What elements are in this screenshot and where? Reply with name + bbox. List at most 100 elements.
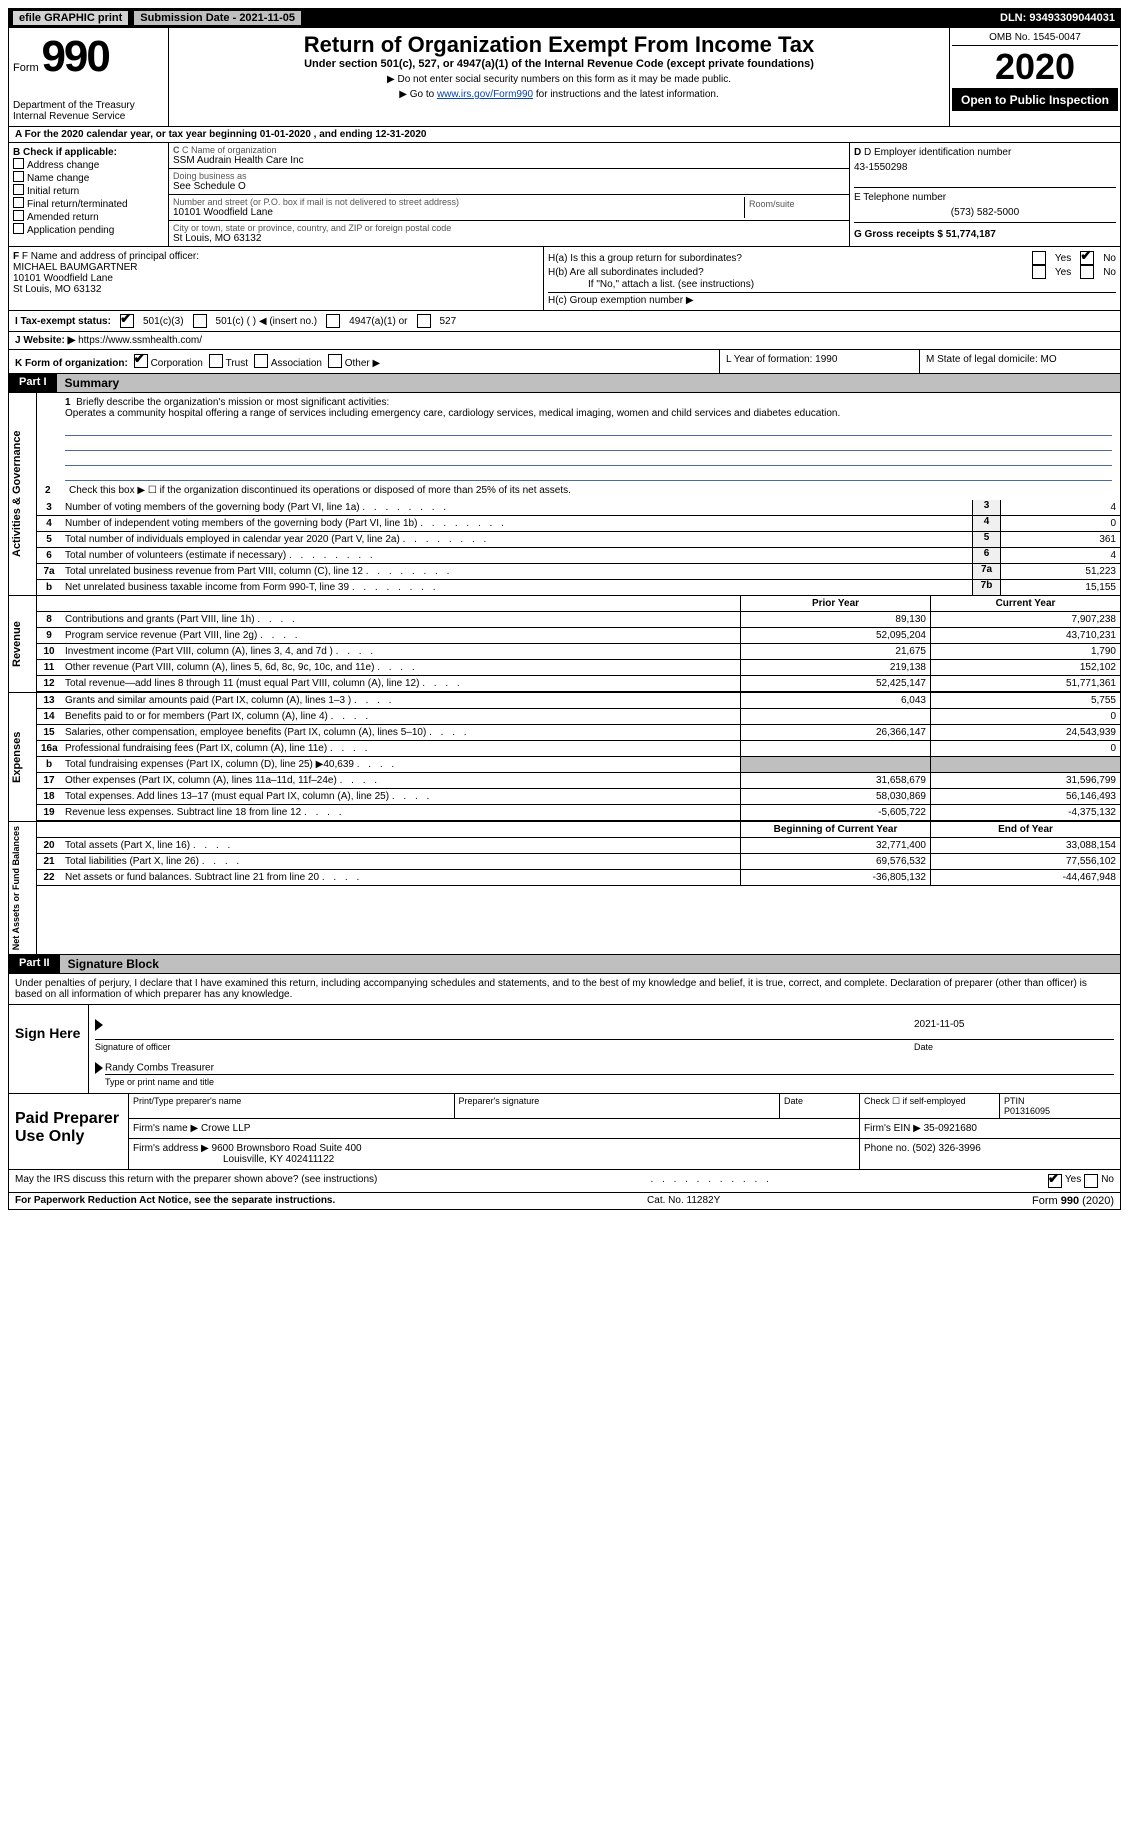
tax-year: 2020 (952, 46, 1118, 89)
dln-label: DLN: 93493309044031 (1000, 12, 1121, 24)
dba-label: Doing business as (173, 171, 845, 181)
tel-value: (573) 582-5000 (854, 207, 1116, 218)
irs-yes[interactable] (1048, 1174, 1062, 1188)
sig-officer-label: Signature of officer (95, 1039, 914, 1052)
rev-line-11: 11Other revenue (Part VIII, column (A), … (37, 660, 1120, 676)
vlabel-netassets: Net Assets or Fund Balances (9, 822, 37, 954)
chk-name-change[interactable] (13, 171, 24, 182)
vlabel-revenue: Revenue (9, 596, 37, 692)
section-netassets: Net Assets or Fund Balances Beginning of… (8, 822, 1121, 955)
chk-trust[interactable] (209, 354, 223, 368)
officer-addr2: St Louis, MO 63132 (13, 284, 539, 295)
dept-irs: Internal Revenue Service (13, 111, 164, 122)
year-formation: L Year of formation: 1990 (720, 350, 920, 373)
website-value: https://www.ssmhealth.com/ (78, 335, 202, 346)
efile-button[interactable]: efile GRAPHIC print (12, 10, 129, 26)
row-klm: K Form of organization: Corporation Trus… (8, 350, 1121, 374)
net-line-21: 21Total liabilities (Part X, line 26) . … (37, 854, 1120, 870)
note-goto: ▶ Go to www.irs.gov/Form990 for instruct… (173, 89, 945, 100)
street-value: 10101 Woodfield Lane (173, 207, 744, 218)
open-inspection: Open to Public Inspection (952, 89, 1118, 111)
tri-icon (95, 1019, 103, 1031)
state-domicile: M State of legal domicile: MO (920, 350, 1120, 373)
rev-line-9: 9Program service revenue (Part VIII, lin… (37, 628, 1120, 644)
part-ii-tab: Part II (9, 955, 60, 973)
chk-4947[interactable] (326, 314, 340, 328)
ha-no[interactable] (1080, 251, 1094, 265)
net-header: Beginning of Current Year End of Year (37, 822, 1120, 838)
gov-line-6: 6Total number of volunteers (estimate if… (37, 548, 1120, 564)
chk-501c[interactable] (193, 314, 207, 328)
chk-address-change[interactable] (13, 158, 24, 169)
box-b-label: B Check if applicable: (13, 147, 164, 158)
printed-name-label: Type or print name and title (105, 1074, 1114, 1087)
rev-line-8: 8Contributions and grants (Part VIII, li… (37, 612, 1120, 628)
gov-line-3: 3Number of voting members of the governi… (37, 500, 1120, 516)
h-b-row: H(b) Are all subordinates included? Yes … (548, 265, 1116, 279)
form-header: Form 990 Department of the Treasury Inte… (8, 28, 1121, 127)
irs-no[interactable] (1084, 1174, 1098, 1188)
form-title: Return of Organization Exempt From Incom… (173, 32, 945, 58)
block-bcd: B Check if applicable: Address change Na… (8, 143, 1121, 247)
rev-header: Prior Year Current Year (37, 596, 1120, 612)
tri-icon-2 (95, 1062, 103, 1074)
brief-text: Operates a community hospital offering a… (65, 408, 840, 419)
dept-treasury: Department of the Treasury (13, 100, 164, 111)
hb-note: If "No," attach a list. (see instruction… (548, 279, 1116, 290)
chk-corp[interactable] (134, 354, 148, 368)
brief-label: Briefly describe the organization's miss… (76, 397, 389, 408)
rule-1 (65, 421, 1112, 436)
footer: For Paperwork Reduction Act Notice, see … (8, 1193, 1121, 1210)
officer-printed: Randy Combs Treasurer (105, 1063, 214, 1074)
block-fh: F F Name and address of principal office… (8, 247, 1121, 311)
gov-line-4: 4Number of independent voting members of… (37, 516, 1120, 532)
exp-line-14: 14Benefits paid to or for members (Part … (37, 709, 1120, 725)
footer-cat: Cat. No. 11282Y (647, 1195, 720, 1207)
chk-501c3[interactable] (120, 314, 134, 328)
part-ii-title: Signature Block (60, 955, 1120, 973)
exp-line-18: 18Total expenses. Add lines 13–17 (must … (37, 789, 1120, 805)
signature-block: Under penalties of perjury, I declare th… (8, 974, 1121, 1094)
exp-line-15: 15Salaries, other compensation, employee… (37, 725, 1120, 741)
form-word: Form (13, 62, 39, 74)
net-line-20: 20Total assets (Part X, line 16) . . . .… (37, 838, 1120, 854)
exp-line-13: 13Grants and similar amounts paid (Part … (37, 693, 1120, 709)
chk-527[interactable] (417, 314, 431, 328)
officer-name: MICHAEL BAUMGARTNER (13, 262, 539, 273)
row-a-tax-year: A For the 2020 calendar year, or tax yea… (8, 127, 1121, 143)
vlabel-governance: Activities & Governance (9, 393, 37, 595)
chk-other[interactable] (328, 354, 342, 368)
hb-yes[interactable] (1032, 265, 1046, 279)
section-revenue: Revenue Prior Year Current Year 8Contrib… (8, 596, 1121, 693)
exp-line-19: 19Revenue less expenses. Subtract line 1… (37, 805, 1120, 821)
rule-3 (65, 451, 1112, 466)
exp-line-b: bTotal fundraising expenses (Part IX, co… (37, 757, 1120, 773)
rev-line-10: 10Investment income (Part VIII, column (… (37, 644, 1120, 660)
chk-final-return[interactable] (13, 197, 24, 208)
hb-no[interactable] (1080, 265, 1094, 279)
paid-row-3: Firm's address ▶ 9600 Brownsboro Road Su… (129, 1139, 1120, 1169)
submission-date-button[interactable]: Submission Date - 2021-11-05 (133, 10, 302, 26)
section-expenses: Expenses 13Grants and similar amounts pa… (8, 693, 1121, 822)
form-subtitle: Under section 501(c), 527, or 4947(a)(1)… (173, 58, 945, 70)
note-ssn: ▶ Do not enter social security numbers o… (173, 74, 945, 85)
paid-preparer-block: Paid Preparer Use Only Print/Type prepar… (8, 1094, 1121, 1170)
chk-assoc[interactable] (254, 354, 268, 368)
ein-value: 43-1550298 (854, 162, 1116, 173)
chk-initial-return[interactable] (13, 184, 24, 195)
ha-yes[interactable] (1032, 251, 1046, 265)
paid-row-2: Firm's name ▶ Crowe LLP Firm's EIN ▶ 35-… (129, 1119, 1120, 1139)
net-line-22: 22Net assets or fund balances. Subtract … (37, 870, 1120, 886)
org-name: SSM Audrain Health Care Inc (173, 155, 845, 166)
form990-link[interactable]: www.irs.gov/Form990 (437, 89, 533, 100)
room-label: Room/suite (749, 199, 841, 209)
footer-left: For Paperwork Reduction Act Notice, see … (15, 1195, 335, 1207)
chk-application-pending[interactable] (13, 223, 24, 234)
chk-amended[interactable] (13, 210, 24, 221)
gov-line-5: 5Total number of individuals employed in… (37, 532, 1120, 548)
line-2: 2 Check this box ▶ ☐ if the organization… (37, 481, 1120, 500)
tel-label: E Telephone number (854, 192, 1116, 203)
sig-date-label: Date (914, 1039, 1114, 1052)
vlabel-expenses: Expenses (9, 693, 37, 821)
gov-line-7a: 7aTotal unrelated business revenue from … (37, 564, 1120, 580)
